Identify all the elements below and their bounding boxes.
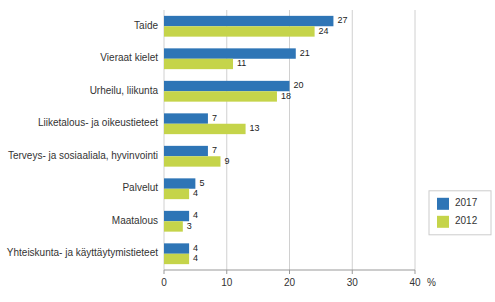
x-grid: [164, 10, 415, 270]
data-label: 3: [187, 221, 192, 231]
tick-label: 0: [161, 277, 167, 288]
data-label: 27: [337, 15, 347, 25]
data-label: 11: [237, 58, 246, 68]
y-axis-labels: Yhteiskunta- ja käyttäytymistieteet Maata…: [7, 20, 159, 259]
legend: 2017 2012: [429, 191, 491, 235]
data-label: 7: [212, 113, 217, 123]
tick-mark: [415, 270, 416, 274]
category-label: Taide: [134, 20, 158, 31]
category-label: Urheilu, liikunta: [90, 85, 159, 96]
data-label: 4: [193, 253, 198, 263]
chart-container: Yhteiskunta- ja käyttäytymistieteet Maata…: [0, 0, 495, 302]
tick-mark: [289, 270, 290, 274]
data-label: 4: [193, 188, 198, 198]
category-label: Terveys- ja sosiaaliala, hyvinvointi: [8, 150, 158, 161]
data-label: 4: [193, 243, 198, 253]
bar: [164, 81, 290, 91]
bar: [164, 243, 189, 253]
legend-frame: [429, 191, 491, 235]
category-label: Maatalous: [112, 215, 158, 226]
grid-line: [415, 10, 416, 270]
tick-label: 30: [347, 277, 359, 288]
bar: [164, 211, 189, 221]
data-label: 7: [212, 145, 217, 155]
category-label: Vieraat kielet: [100, 52, 158, 63]
bar: [164, 26, 315, 36]
x-axis-line: [164, 270, 415, 271]
bar: [164, 48, 296, 58]
tick-mark: [164, 270, 165, 274]
tick-mark: [352, 270, 353, 274]
background: [0, 0, 495, 302]
tick-label: 20: [284, 277, 296, 288]
bar: [164, 221, 183, 231]
data-label: 18: [281, 91, 291, 101]
category-label: Liiketalous- ja oikeustieteet: [38, 117, 158, 128]
data-label: 4: [193, 210, 198, 220]
bar: [164, 189, 189, 199]
legend-swatch: [437, 216, 449, 228]
x-axis-ticks: 0 10 20 30 40: [161, 270, 421, 288]
tick-label: 40: [409, 277, 421, 288]
bar: [164, 146, 208, 156]
legend-swatch: [437, 198, 449, 210]
tick-mark: [226, 270, 227, 274]
bar: [164, 113, 208, 123]
chart-svg: Yhteiskunta- ja käyttäytymistieteet Maata…: [0, 0, 495, 302]
data-label: 24: [319, 26, 329, 36]
data-label: 13: [250, 123, 260, 133]
bar: [164, 59, 233, 69]
data-labels: 44435479713201821112724: [187, 15, 348, 263]
tick-label: 10: [221, 277, 233, 288]
legend-label: 2017: [455, 197, 478, 208]
bar: [164, 156, 220, 166]
x-axis-label: %: [427, 277, 436, 288]
legend-label: 2012: [455, 215, 478, 226]
bar: [164, 254, 189, 264]
data-label: 5: [199, 178, 204, 188]
category-label: Palvelut: [122, 182, 158, 193]
bar: [164, 124, 246, 134]
bars: [164, 16, 333, 264]
bar: [164, 91, 277, 101]
data-label: 21: [300, 48, 310, 58]
bar: [164, 178, 195, 188]
category-label: Yhteiskunta- ja käyttäytymistieteet: [7, 247, 158, 258]
grid-line: [352, 10, 353, 270]
data-label: 20: [294, 80, 304, 90]
bar: [164, 16, 333, 26]
data-label: 9: [224, 156, 229, 166]
